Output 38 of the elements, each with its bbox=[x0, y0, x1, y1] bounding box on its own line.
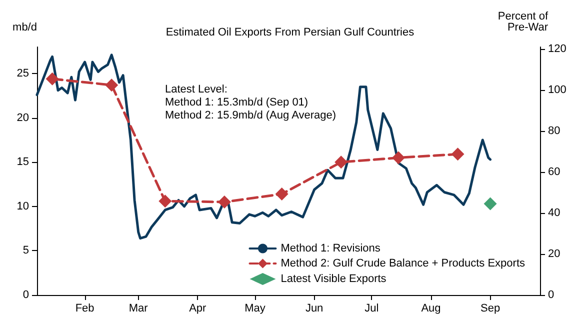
point bbox=[275, 188, 288, 201]
y2-tick-label: 60 bbox=[548, 166, 560, 178]
point bbox=[484, 197, 497, 210]
y-axis-title: mb/d bbox=[12, 22, 37, 34]
y-tick-label: 15 bbox=[16, 156, 29, 168]
y-tick-label: 5 bbox=[22, 244, 29, 257]
y-tick-label: 0 bbox=[22, 289, 29, 301]
x-tick-label: Aug bbox=[421, 302, 441, 314]
annotation: Latest Level: Method 1: 15.3mb/d (Sep 01) Method 2: 15.9mb/d (Aug Average) bbox=[165, 84, 336, 122]
point bbox=[105, 78, 118, 92]
x-tick-label: Jul bbox=[364, 302, 379, 314]
y-tick-label: 25 bbox=[16, 68, 29, 80]
y2-axis-title: Percent of Pre-War bbox=[498, 10, 549, 34]
point bbox=[451, 148, 464, 161]
x-tick-label: Sep bbox=[480, 302, 500, 314]
legend-label: Method 1: Revisions bbox=[280, 242, 381, 254]
point bbox=[334, 156, 348, 169]
y2-tick-label: 100 bbox=[548, 84, 566, 96]
x-tick-label: Apr bbox=[189, 302, 207, 314]
x-tick-label: May bbox=[244, 302, 266, 314]
x-tick-label: Feb bbox=[75, 302, 94, 314]
y2-tick-label: 0 bbox=[548, 289, 554, 301]
point bbox=[392, 151, 405, 164]
x-tick-label: Jun bbox=[305, 302, 324, 314]
legend-label: Latest Visible Exports bbox=[280, 273, 387, 285]
y2-tick-label: 120 bbox=[548, 43, 566, 56]
y2-tick-label: 20 bbox=[548, 248, 560, 260]
legend-label: Method 2: Gulf Crude Balance + Products Exports bbox=[280, 258, 526, 270]
y2-tick-label: 80 bbox=[548, 125, 560, 138]
point bbox=[46, 72, 59, 86]
y2-tick-label: 40 bbox=[548, 207, 560, 220]
chart-title: Estimated Oil Exports From Persian Gulf Countries bbox=[166, 26, 415, 38]
point bbox=[218, 196, 231, 208]
point bbox=[158, 194, 172, 208]
y-tick-label: 10 bbox=[16, 200, 29, 212]
x-tick-label: Mar bbox=[128, 302, 148, 314]
line-series bbox=[36, 54, 492, 240]
y-tick-label: 20 bbox=[16, 112, 29, 124]
